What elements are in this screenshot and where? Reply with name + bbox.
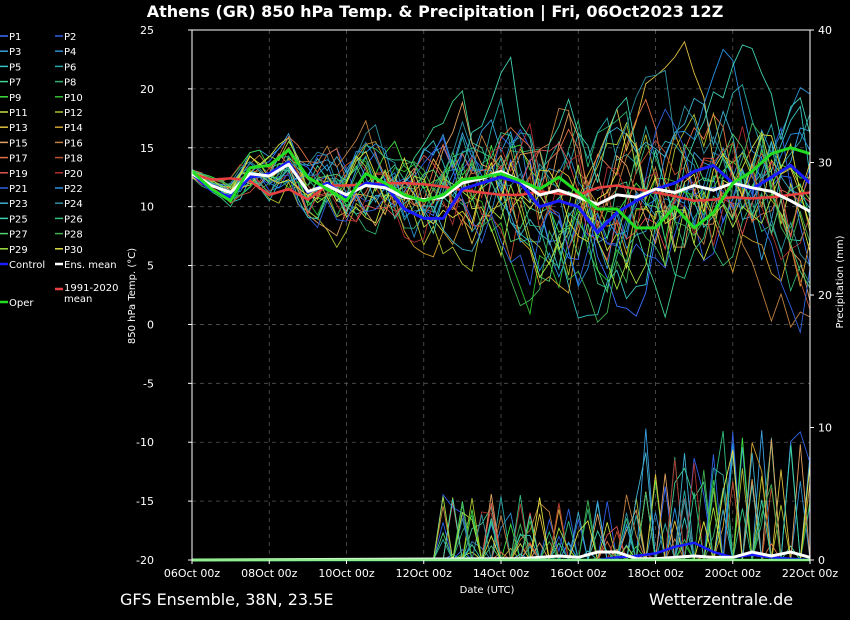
right-axis-ticks: 40 30 20 10 0 [810, 24, 832, 567]
legend-label: P12 [64, 108, 83, 119]
member-line-p18 [191, 139, 811, 310]
legend-label: P20 [64, 169, 83, 180]
legend-label: 1991-2020 [64, 283, 119, 294]
legend-label: P24 [64, 199, 83, 210]
legend-label: Oper [9, 298, 34, 309]
chart-title: Athens (GR) 850 hPa Temp. & Precipitatio… [147, 2, 724, 22]
legend-label: P27 [9, 230, 28, 241]
left-axis-ticks: 25 20 15 10 5 0 -5 -10 -15 -20 [136, 24, 192, 567]
legend-label: P19 [9, 169, 28, 180]
x-axis-ticks: 06Oct 00z 08Oct 00z 10Oct 00z 12Oct 00z 14Oc… [164, 560, 839, 580]
footer-model: GFS Ensemble, 38N, 23.5E [120, 590, 333, 609]
series-1991-2020-mean [191, 172, 811, 203]
y-tick-label-left: 10 [140, 201, 154, 214]
legend-label: P22 [64, 184, 83, 195]
legend-label: Control [9, 260, 45, 271]
legend-label: P8 [64, 78, 76, 89]
y-tick-label-left: 20 [140, 83, 154, 96]
legend-label: P10 [64, 93, 83, 104]
y-tick-label-right: 10 [818, 422, 832, 435]
y-tick-label-right: 40 [818, 24, 832, 37]
y-tick-label-left: 15 [140, 142, 154, 155]
legend-label: P14 [64, 123, 83, 134]
legend-label: P16 [64, 138, 83, 149]
legend-label: P28 [64, 230, 83, 241]
member-line-p26 [191, 132, 811, 289]
legend-label: P30 [64, 245, 83, 256]
legend-label: P6 [64, 62, 76, 73]
y-axis-label-left: 850 hPa Temp. (°C) [127, 248, 138, 344]
y-tick-label-left: -5 [143, 377, 154, 390]
x-tick-label: 08Oct 00z [241, 567, 298, 580]
legend-label: P17 [9, 154, 28, 165]
legend-label: P23 [9, 199, 28, 210]
x-tick-label: 18Oct 00z [627, 567, 684, 580]
x-tick-label: 16Oct 00z [550, 567, 607, 580]
footer-site: Wetterzentrale.de [649, 590, 793, 609]
legend: P1 P3 P5 P7 P9 P11 P13 P15 P17 P19 P21 P23 P25 P27 P29… [0, 32, 119, 309]
legend-label: P13 [9, 123, 28, 134]
y-tick-label-left: 25 [140, 24, 154, 37]
legend-label: P7 [9, 78, 21, 89]
legend-label: P21 [9, 184, 28, 195]
x-axis-label: Date (UTC) [460, 585, 515, 596]
x-tick-label: 14Oct 00z [473, 567, 530, 580]
member-line-p10 [191, 141, 811, 316]
member-line-p25 [191, 44, 811, 235]
legend-label: P15 [9, 138, 28, 149]
y-tick-label-left: 5 [147, 260, 154, 273]
legend-label: P3 [9, 47, 21, 58]
y-tick-label-left: -10 [136, 436, 154, 449]
y-tick-label-left: 0 [147, 318, 154, 331]
x-tick-label: 20Oct 00z [705, 567, 762, 580]
legend-label: P29 [9, 245, 28, 256]
member-precip-p11 [192, 491, 810, 561]
legend-label-cont: mean [64, 294, 92, 305]
legend-label: P2 [64, 32, 76, 43]
y-tick-label-right: 20 [818, 289, 832, 302]
precip-ens-mean [191, 550, 811, 562]
member-line-p3 [191, 118, 811, 261]
member-line-p19 [191, 142, 811, 262]
legend-label: P18 [64, 154, 83, 165]
main-lines [190, 146, 812, 235]
x-tick-label: 10Oct 00z [318, 567, 375, 580]
series-ens-mean [191, 162, 811, 213]
y-axis-label-right: Precipitation (mm) [835, 235, 846, 328]
grid-lines [191, 29, 811, 561]
y-tick-label-left: -15 [136, 495, 154, 508]
member-line-p30 [191, 132, 811, 243]
legend-label: P25 [9, 214, 28, 225]
x-tick-label: 22Oct 00z [782, 567, 839, 580]
legend-label: P4 [64, 47, 76, 58]
legend-label: Ens. mean [64, 260, 117, 271]
member-line-p11 [191, 131, 811, 270]
legend-label: P26 [64, 214, 83, 225]
legend-label: P9 [9, 93, 21, 104]
member-line-p22 [191, 48, 811, 288]
legend-label: P11 [9, 108, 28, 119]
legend-label: P1 [9, 32, 21, 43]
legend-label: P5 [9, 62, 21, 73]
x-tick-label: 06Oct 00z [164, 567, 221, 580]
x-tick-label: 12Oct 00z [396, 567, 453, 580]
series-oper [190, 146, 811, 230]
member-line-p17 [191, 98, 811, 223]
y-tick-label-right: 0 [818, 554, 825, 567]
y-tick-label-left: -20 [136, 554, 154, 567]
y-tick-label-right: 30 [818, 157, 832, 170]
